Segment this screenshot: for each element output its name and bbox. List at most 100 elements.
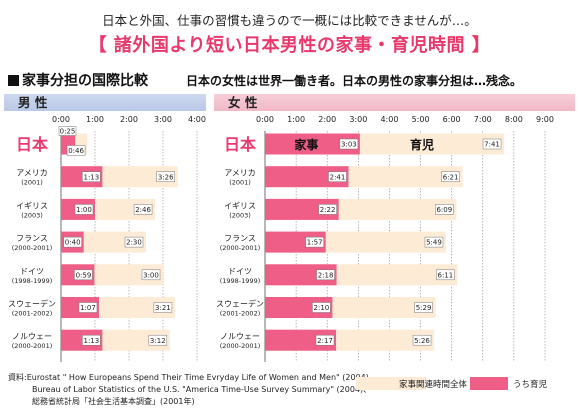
male-country-year: (1998-1999) (12, 277, 53, 285)
female-tick-label: 4:00 (380, 115, 398, 124)
male-total-value-box (153, 302, 173, 313)
male-childcare-value: 0:59 (76, 271, 92, 279)
female-childcare-bar (265, 133, 360, 155)
female-childcare-value-box (312, 302, 331, 313)
square-bullet-icon (8, 75, 19, 86)
male-tick-label: 3:00 (154, 115, 172, 124)
childcare-value: 0:25 (60, 128, 76, 136)
female-country-year: (2000-2001) (220, 342, 261, 350)
female-total-value-box (441, 171, 460, 182)
headline: 【 諸外国より短い日本男性の家事・育児時間 】 (88, 35, 491, 56)
female-tick-label: 8:00 (505, 115, 523, 124)
female-total-value-box (414, 302, 433, 313)
male-childcare-value-box (82, 334, 101, 346)
male-childcare-value: 0:40 (65, 239, 81, 247)
male-childcare-value: 1:13 (83, 337, 99, 345)
female-childcare-bar (265, 166, 349, 188)
male-childcare-value: 1:00 (76, 206, 92, 214)
male-country-label: アメリカ (16, 169, 48, 178)
female-childcare-value-box (339, 138, 359, 150)
section-title: 家事分担の国際比較 (8, 70, 148, 90)
male-country-label: フランス (16, 234, 48, 243)
male-total-value: 2:46 (135, 206, 151, 214)
male-total-value: 3:00 (143, 271, 159, 279)
female-childcare-value: 2:18 (318, 271, 334, 279)
male-childcare-value: 1:13 (83, 173, 99, 181)
male-country-label: ノルウェー (12, 332, 52, 341)
male-total-value: 3:26 (158, 173, 174, 181)
legend-childcare-label: うち育児 (513, 380, 548, 390)
male-tick-label: 2:00 (120, 115, 138, 124)
male-total-value-box (141, 269, 161, 281)
chart: 0:00 1:00 2:00 3:00 4:00 0:25 0:46 日本 1:13 3:26 アメ… (8, 115, 554, 362)
male-country-label: ドイツ (20, 267, 44, 276)
male-total-value-box (133, 204, 153, 215)
female-childcare-value: 2:41 (330, 173, 346, 181)
female-total-value: 5:29 (416, 304, 432, 312)
female-country-year: (2003) (229, 211, 251, 219)
female-total-value: 6:21 (443, 173, 459, 181)
female-total-value-box (424, 236, 444, 248)
female-country-year: (2000-2001) (220, 244, 261, 252)
female-total-value: 7:41 (484, 141, 500, 149)
female-childcare-value: 3:03 (341, 141, 357, 149)
female-total-value: 6:09 (436, 206, 452, 214)
female-total-value: 5:26 (414, 337, 430, 345)
childcare-value-box (58, 126, 77, 136)
male-tick-label: 1:00 (86, 115, 104, 124)
source-line: 資料:Eurostat " How Europeans Spend Their … (8, 373, 377, 382)
female-tick-label: 0:00 (256, 115, 274, 124)
female-childcare-value: 2:22 (320, 206, 336, 214)
male-country-year: (2003) (21, 211, 43, 219)
female-tick-label: 2:00 (318, 115, 336, 124)
female-total-value-box (482, 138, 502, 150)
female-childcare-value-box (315, 334, 335, 346)
male-country-label: イギリス (16, 201, 48, 210)
female-country-label: フランス (224, 234, 256, 243)
female-childcare-value: 1:57 (307, 239, 323, 247)
top-line: 日本と外国、仕事の習慣も違うので一概には比較できませんが…。 (102, 13, 477, 28)
legend-childcare-swatch (470, 377, 508, 390)
female-total-value-box (436, 269, 455, 281)
male-country-year: (2000-2001) (12, 244, 53, 252)
female-childcare-value: 2:17 (317, 337, 333, 345)
female-childcare-value-box (305, 236, 324, 248)
female-country-label: スウェーデン (216, 299, 264, 309)
male-total-value-box (148, 334, 168, 346)
male-country-year: (2001-2002) (12, 310, 53, 318)
legend-total-swatch (356, 377, 426, 390)
male-tick-label: 4:00 (188, 115, 206, 124)
female-tick-label: 5:00 (412, 115, 430, 124)
female-country-label: アメリカ (224, 169, 256, 178)
female-country-label: イギリス (224, 201, 256, 210)
female-country-label: ドイツ (228, 267, 252, 276)
female-childcare-value-box (328, 171, 347, 182)
female-childcare-value: 2:10 (314, 304, 330, 312)
female-total-value-box (412, 334, 432, 346)
legend-total-label: 家事関連時間全体 (399, 380, 468, 390)
male-country-label: 日本 (16, 135, 48, 154)
female-childcare-value-box (316, 269, 335, 281)
male-header: 男 性 (4, 94, 206, 111)
male-total-value-box (124, 236, 144, 248)
male-childcare-value-box (82, 171, 101, 182)
female-header: 女 性 (214, 94, 575, 111)
female-tick-label: 6:00 (443, 115, 461, 124)
section-subtitle: 日本の女性は世界一働き者。日本の男性の家事分担は…残念。 (186, 74, 523, 88)
male-childcare-value-box (63, 236, 82, 248)
female-country-year: (2001) (229, 179, 251, 187)
male-total-value: 3:21 (155, 304, 171, 312)
female-country-label: 日本 (224, 135, 256, 154)
female-childcare-value-box (318, 204, 337, 215)
male-total-value: 3:12 (150, 337, 166, 345)
female-tick-label: 3:00 (349, 115, 367, 124)
male-total-value-box (66, 145, 86, 156)
female-tick-label: 7:00 (474, 115, 492, 124)
male-childcare-value-box (74, 204, 94, 215)
source-line: Bureau of Labor Statistics of the U.S. "… (8, 385, 372, 394)
male-tick-label: 0:00 (52, 115, 70, 124)
female-total-value-box (435, 204, 454, 215)
female-country-year: (1998-1999) (220, 277, 261, 285)
female-country-label: ノルウェー (220, 332, 260, 341)
female-country-year: (2001-2002) (220, 310, 261, 318)
